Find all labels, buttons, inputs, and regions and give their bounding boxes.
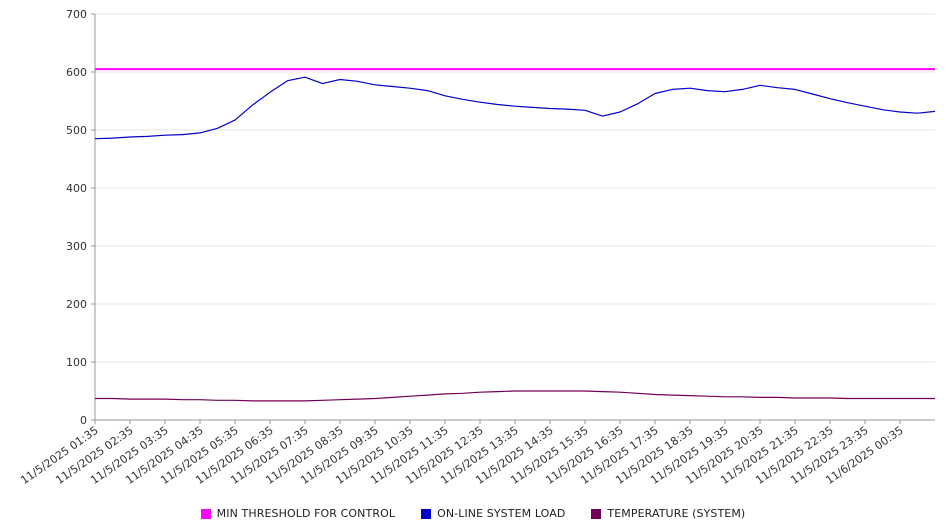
ytick-label: 100 (66, 356, 87, 369)
ytick-label: 500 (66, 124, 87, 137)
ytick-label: 700 (66, 8, 87, 21)
legend-item-min-threshold[interactable]: MIN THRESHOLD FOR CONTROL (200, 507, 396, 520)
min-threshold-swatch-icon (200, 508, 211, 519)
legend-item-system-load[interactable]: ON-LINE SYSTEM LOAD (421, 507, 565, 520)
temperature-swatch-icon (591, 508, 602, 519)
legend-label-system-load: ON-LINE SYSTEM LOAD (437, 507, 566, 520)
ytick-label: 200 (66, 298, 87, 311)
system-load-swatch-icon (421, 508, 432, 519)
legend-label-temperature: TEMPERATURE (SYSTEM) (607, 507, 746, 520)
series-line-1 (94, 76, 936, 140)
legend-label-min-threshold: MIN THRESHOLD FOR CONTROL (216, 507, 396, 520)
chart-legend: MIN THRESHOLD FOR CONTROL ON-LINE SYSTEM… (0, 507, 946, 520)
series-line-2 (95, 390, 935, 402)
ytick-label: 400 (66, 182, 87, 195)
ytick-label: 600 (66, 66, 87, 79)
legend-item-temperature[interactable]: TEMPERATURE (SYSTEM) (591, 507, 745, 520)
ytick-label: 300 (66, 240, 87, 253)
ytick-label: 0 (80, 414, 87, 427)
